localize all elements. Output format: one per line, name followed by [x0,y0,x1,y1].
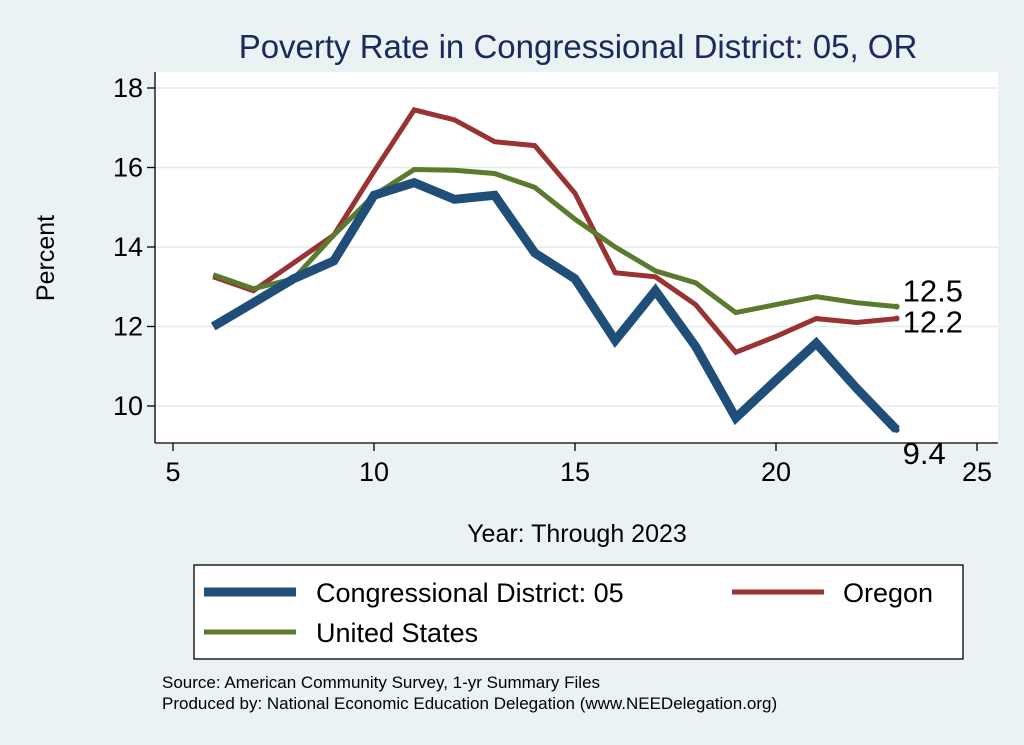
series-end-point-district [893,426,900,433]
series-line-district [210,177,900,433]
x-tick-label-1: 10 [359,457,389,487]
x-tick-label-2: 15 [560,457,590,487]
plot-area [155,72,998,443]
series-lines: 9.4 12.212.5 [210,107,963,471]
legend: Congressional District: 05 Oregon United… [193,564,964,660]
x-axis-title: Year: Through 2023 [467,520,687,548]
y-tick-label-4: 18 [113,73,143,103]
series-line-us [212,166,897,316]
x-tick-label-4: 25 [962,457,992,487]
source-line-2: Produced by: National Economic Education… [162,694,777,713]
y-tick-label-2: 14 [113,232,143,262]
x-tick-label-0: 5 [165,457,180,487]
series-end-point-oregon [893,315,900,322]
legend-label-us: United States [316,618,478,648]
legend-label-district: Congressional District: 05 [316,578,624,608]
y-tick-label-1: 12 [113,312,143,342]
chart-title: Poverty Rate in Congressional District: … [239,28,918,65]
end-label-us: 12.5 [903,274,963,309]
y-axis-title: Percent [32,215,60,301]
axes: 10 12 14 16 18 5 10 15 20 25 [113,72,998,487]
source-line-1: Source: American Community Survey, 1-yr … [162,673,600,692]
grid-lines [155,87,998,407]
legend-label-oregon: Oregon [843,578,933,608]
x-tick-label-3: 20 [761,457,791,487]
end-label-oregon: 12.2 [903,305,963,340]
y-tick-label-0: 10 [113,391,143,421]
y-tick-label-3: 16 [113,153,143,183]
series-end-point-us [893,303,900,310]
end-label-district: 9.4 [903,436,946,471]
